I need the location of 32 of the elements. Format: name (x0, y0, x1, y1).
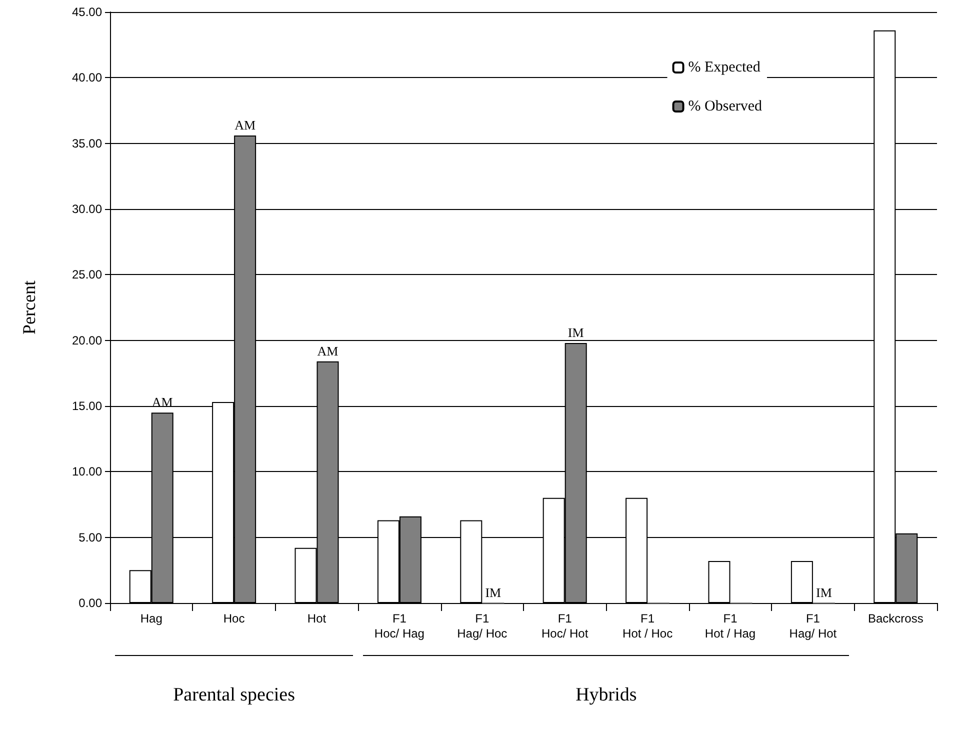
x-tick-label: Backcross (868, 612, 924, 626)
annotation: AM (234, 117, 256, 132)
x-tick-label: Hot (307, 612, 327, 626)
x-tick-label: F1 Hot / Hag (704, 612, 756, 640)
x-tick-label: F1 Hag/ Hot (789, 612, 838, 640)
x-tick-label: F1 Hoc/ Hag (374, 612, 424, 640)
x-tick-label: F1 Hag/ Hoc (457, 612, 508, 640)
y-tick-label: 20.00 (72, 333, 102, 348)
y-tick-label: 30.00 (72, 202, 102, 216)
annotation: IM (816, 585, 832, 600)
text: Parental species (173, 684, 295, 706)
y-tick-label: 0.00 (78, 596, 102, 610)
y-tick-label: 25.00 (72, 268, 102, 282)
legend-label: % Expected (688, 60, 761, 76)
bar (790, 560, 813, 603)
y-tick-label: 5.00 (78, 530, 102, 544)
x-tick-label: Hag (140, 612, 162, 626)
legend-label: % Observed (688, 98, 762, 114)
x-tick-label: F1 Hoc/ Hot (542, 612, 589, 640)
y-tick-label: 45.00 (72, 5, 102, 19)
y-tick-label: 40.00 (72, 70, 102, 85)
x-tick-label: Hoc (223, 612, 245, 626)
annotation: AM (317, 343, 339, 358)
annotation: IM (568, 324, 584, 340)
text: Hybrids (576, 684, 637, 706)
y-tick-label: 10.00 (72, 464, 102, 479)
annotation: IM (485, 585, 502, 600)
x-tick-label: F1 Hot / Hoc (622, 612, 673, 640)
y-tick-label: 15.00 (72, 399, 102, 413)
y-axis-title: Percent (19, 280, 39, 334)
y-tick-label: 35.00 (72, 136, 102, 150)
bar (708, 560, 730, 603)
